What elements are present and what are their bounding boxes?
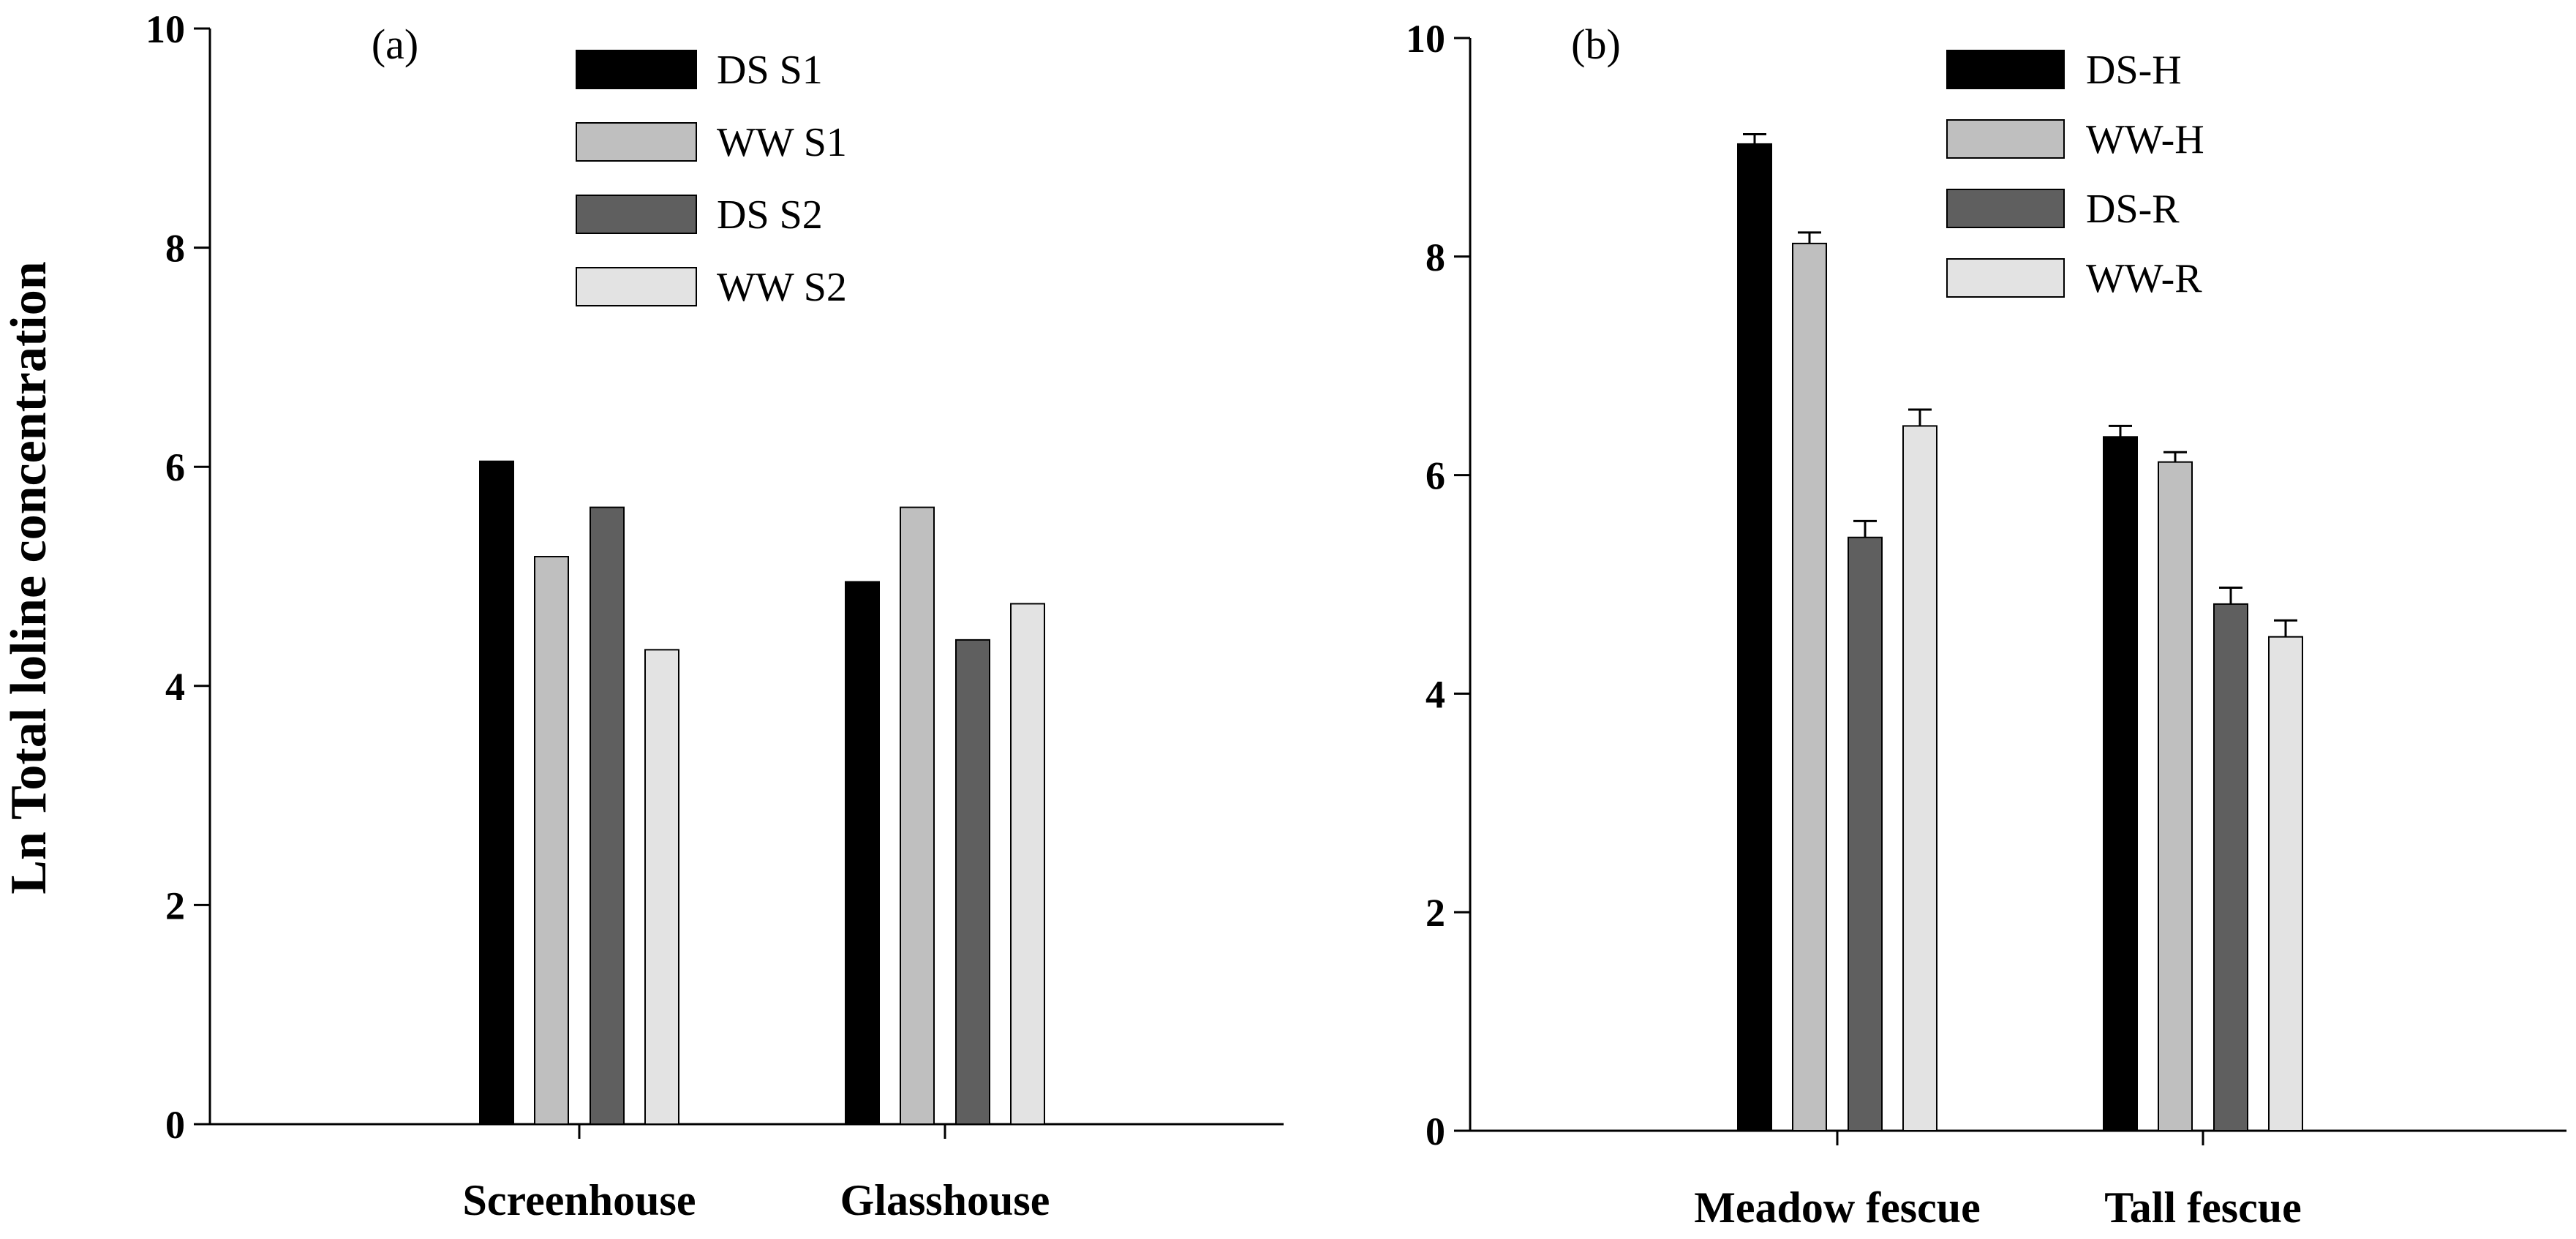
panel-b-bar-ww-r — [1902, 425, 1937, 1131]
panel-b-bar-ds-h — [1737, 143, 1772, 1132]
panel-a-bar-ds-s1 — [845, 581, 880, 1125]
panel-a-bar-ww-s2 — [1010, 603, 1045, 1125]
panel-a-legend-swatch — [576, 122, 697, 162]
panel-a: 0 2 4 6 8 10 Screenhouse Glasshouse (a) DS S1 WW S… — [146, 7, 1284, 1224]
panel-b-legend-swatch — [1946, 119, 2065, 159]
panel-b-category-label: Tall fescue — [2104, 1183, 2301, 1232]
panel-a-legend-label: DS S1 — [717, 48, 823, 93]
panel-b-y-tick-label: 10 — [1406, 17, 1445, 61]
panel-b-label: (b) — [1571, 20, 1621, 68]
panel-b-bar-ds-r — [2213, 603, 2248, 1131]
panel-b-bar-ds-r — [1848, 536, 1883, 1131]
panel-a-y-tick-label: 4 — [165, 665, 185, 709]
panel-b-bar-ww-h — [1792, 242, 1827, 1132]
panel-b-y-tick-label: 0 — [1426, 1110, 1445, 1153]
panel-b-y-tick-label: 8 — [1426, 236, 1445, 279]
panel-a-bar-ds-s2 — [955, 639, 990, 1125]
panel-a-category-label: Glasshouse — [840, 1176, 1050, 1224]
panel-a-legend-label: DS S2 — [717, 192, 823, 238]
panel-a-legend-label: WW S1 — [717, 120, 847, 165]
panel-a-category-label: Screenhouse — [463, 1176, 696, 1224]
panel-a-legend-swatch — [576, 267, 697, 306]
panel-a-y-tick-label: 10 — [146, 7, 185, 51]
panel-b-y-tick-label: 2 — [1426, 891, 1445, 935]
panel-a-bar-ds-s2 — [590, 506, 625, 1125]
panel-a-bar-ww-s2 — [644, 649, 679, 1125]
panel-b-legend-label: WW-R — [2086, 256, 2202, 301]
y-axis-title: Ln Total loline concentration — [1, 261, 57, 894]
panel-b-legend-swatch — [1946, 258, 2065, 298]
panel-b: 0 2 4 6 8 10 Meadow fescue Tall fescue (b) DS-H WW… — [1406, 17, 2566, 1232]
panel-b-legend-swatch — [1946, 50, 2065, 89]
panel-a-legend-swatch — [576, 50, 697, 89]
panel-b-y-tick-label: 6 — [1426, 454, 1445, 498]
panel-a-legend-swatch — [576, 195, 697, 234]
panel-b-bar-ww-r — [2268, 636, 2303, 1131]
panel-a-label: (a) — [372, 20, 418, 68]
panel-a-legend-label: WW S2 — [717, 265, 847, 310]
panel-a-y-tick-label: 2 — [165, 884, 185, 927]
panel-a-y-tick-label: 0 — [165, 1103, 185, 1147]
panel-b-legend-label: DS-R — [2086, 187, 2180, 232]
panel-a-y-tick-label: 6 — [165, 445, 185, 489]
panel-a-bar-ww-s1 — [534, 556, 569, 1125]
panel-b-legend-swatch — [1946, 189, 2065, 228]
panel-b-legend-label: WW-H — [2086, 117, 2204, 162]
panel-b-category-label: Meadow fescue — [1694, 1183, 1981, 1232]
panel-a-y-tick-label: 8 — [165, 227, 185, 271]
panel-a-bar-ww-s1 — [900, 506, 935, 1125]
panel-b-bar-ww-h — [2158, 461, 2193, 1131]
panel-b-bar-ds-h — [2103, 436, 2138, 1131]
panel-a-bar-ds-s1 — [479, 460, 514, 1125]
panel-b-legend-label: DS-H — [2086, 48, 2182, 93]
panel-b-y-tick-label: 4 — [1426, 672, 1445, 716]
